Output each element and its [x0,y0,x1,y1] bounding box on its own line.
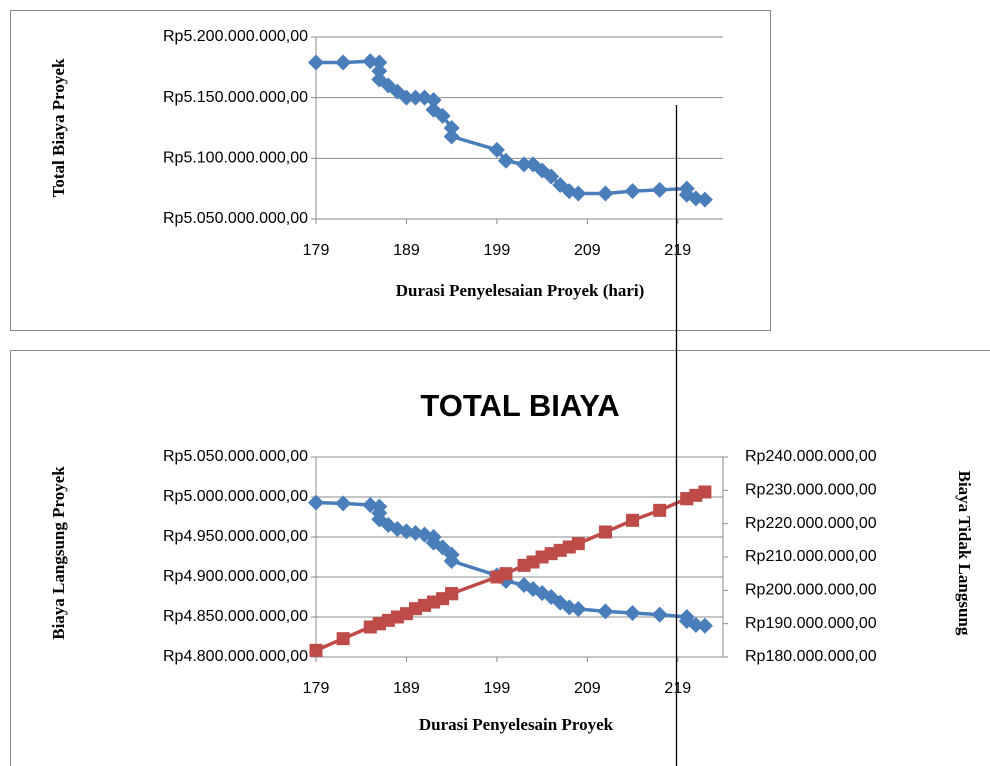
marker [335,495,352,512]
marker [407,89,424,106]
chart-frame [10,10,771,331]
y2-tick-label: Rp210.000.000,00 [745,548,877,565]
x-axis-label: Durasi Penyelesain Proyek [419,715,614,734]
y-tick-label: Rp4.950.000.000,00 [163,528,308,545]
y2-tick-label: Rp180.000.000,00 [745,648,877,665]
marker [570,185,587,202]
marker [687,617,704,633]
y-tick-label: Rp4.850.000.000,00 [163,608,308,625]
marker [443,120,460,136]
y-tick-label: Rp4.800.000.000,00 [163,648,308,665]
y-tick-label: Rp5.050.000.000,00 [163,448,308,465]
x-axis-label: Durasi Penyelesaian Proyek (hari) [396,281,645,300]
marker [597,185,614,202]
marker [499,567,513,581]
marker [445,587,459,601]
plots: Rp5.050.000.000,00 Rp5.100.000.000,00 Rp5.… [163,28,877,697]
x-tick-label: 189 [393,680,420,697]
marker [653,503,667,517]
x-tick-label: 199 [484,242,511,259]
x-tick-label: 209 [574,680,601,697]
marker [398,89,415,106]
y-tick-label: Rp5.150.000.000,00 [163,89,308,106]
marker [434,539,451,556]
y-axis-label: Total Biaya Proyek [49,58,68,197]
marker [696,617,713,634]
x-tick-label: 219 [664,242,691,259]
y-tick-label: Rp4.900.000.000,00 [163,568,308,585]
y-axis-label: Biaya Langsung Proyek [49,466,68,640]
marker [308,494,324,511]
y2-tick-label: Rp200.000.000,00 [745,582,877,599]
marker [597,603,614,620]
x-tick-label: 219 [664,680,691,697]
marker [434,107,451,124]
y-tick-label: Rp5.000.000.000,00 [163,488,308,505]
marker [309,643,323,657]
marker [698,485,712,499]
marker [488,141,505,158]
x-tick-label: 179 [303,680,330,697]
marker [443,553,460,569]
marker [336,632,350,646]
x-tick-label: 199 [484,680,511,697]
x-tick-label: 189 [393,242,420,259]
marker [570,601,587,617]
marker [626,513,640,527]
x-tick-label: 209 [574,242,601,259]
marker [497,152,514,169]
marker [543,168,560,185]
y2-tick-label: Rp230.000.000,00 [745,482,877,499]
marker [335,54,352,71]
x-tick-label: 179 [303,242,330,259]
marker [624,605,641,621]
y2-tick-label: Rp240.000.000,00 [745,448,877,465]
y2-tick-label: Rp190.000.000,00 [745,615,877,632]
marker [651,606,668,623]
y-tick-label: Rp5.200.000.000,00 [163,28,308,45]
marker [696,191,713,208]
y2-tick-label: Rp220.000.000,00 [745,515,877,532]
marker [624,183,641,200]
marker [516,156,533,173]
y-tick-label: Rp5.050.000.000,00 [163,210,308,227]
marker [651,181,668,198]
y2-axis-label: Biaya Tidak Langsung [955,471,974,636]
marker [598,525,612,539]
marker [371,62,388,79]
chart-title: TOTAL BIAYA [420,388,619,423]
y-tick-label: Rp5.100.000.000,00 [163,150,308,167]
marker [443,128,460,145]
marker [362,53,379,70]
marker [425,92,442,109]
marker [371,54,388,71]
marker [571,537,585,551]
chart-frame [10,350,990,766]
marker [308,54,324,71]
